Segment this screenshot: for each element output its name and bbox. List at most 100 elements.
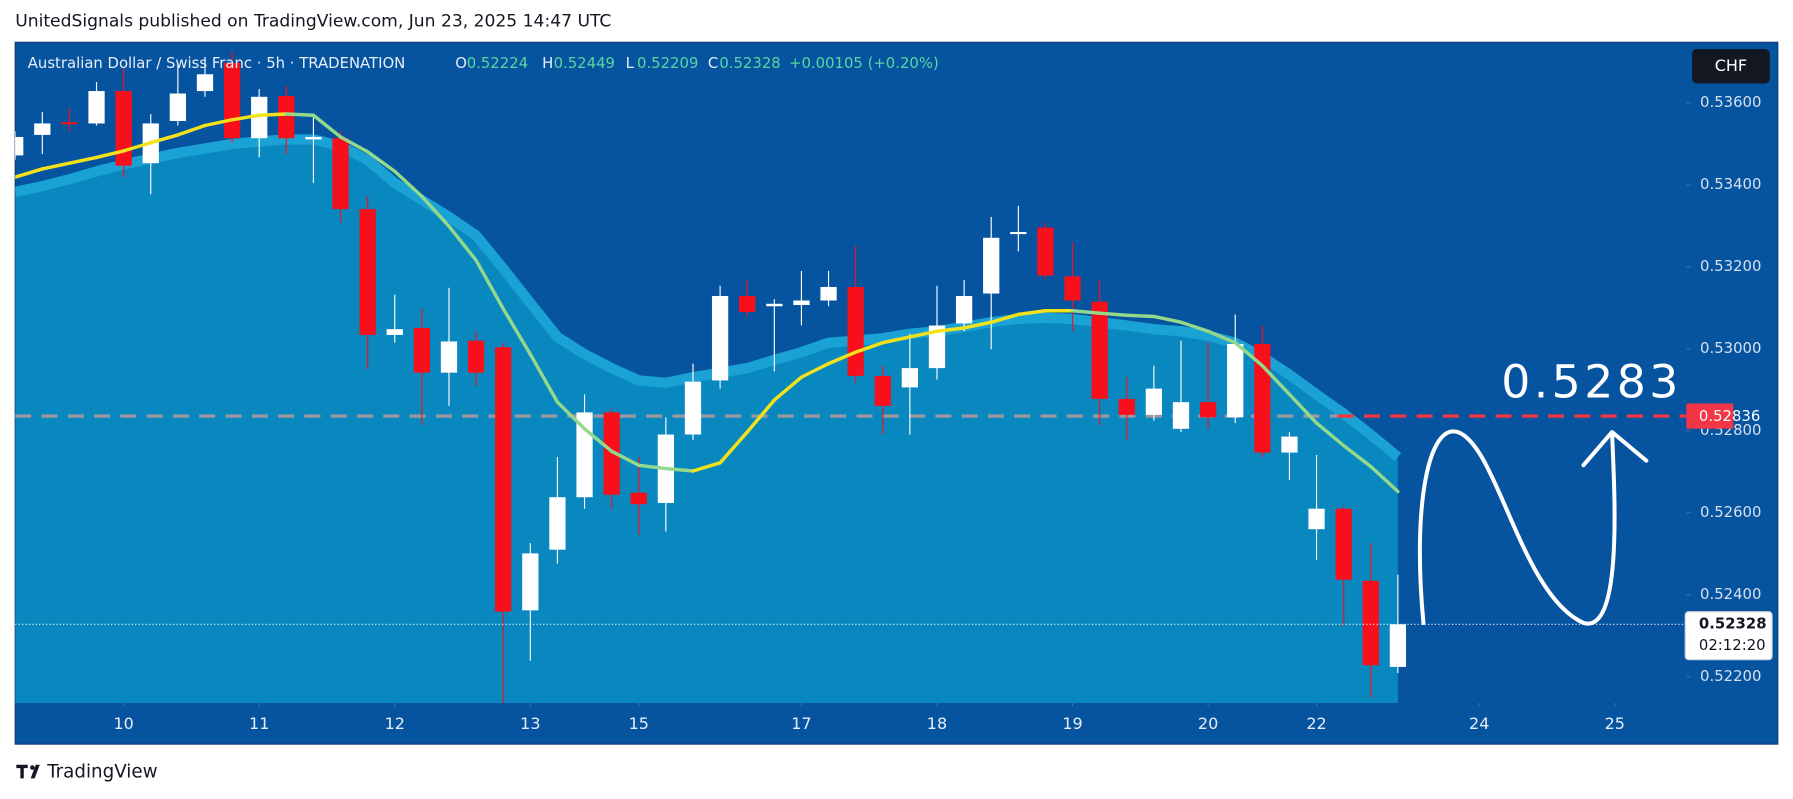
- ma-line: [826, 350, 858, 366]
- candle-body: [793, 300, 810, 306]
- x-tick-label: 11: [249, 714, 269, 733]
- candle-body: [630, 492, 647, 505]
- candle-body: [1227, 343, 1244, 418]
- candle-body: [278, 95, 295, 139]
- y-tick-label: 0.53600: [1700, 93, 1761, 111]
- last-price-tag: [1684, 611, 1773, 661]
- candle-body: [88, 91, 105, 124]
- candle-body: [332, 138, 349, 210]
- ma-line: [1314, 421, 1346, 448]
- ma-line: [1070, 309, 1102, 315]
- candle-body: [251, 96, 268, 139]
- candle-body: [711, 295, 729, 381]
- candle-body: [223, 62, 241, 139]
- ma-line: [1179, 320, 1210, 333]
- ma-line: [582, 427, 614, 454]
- x-tick-label: 25: [1605, 714, 1625, 733]
- ma-line: [338, 135, 370, 154]
- candle-body: [1064, 276, 1081, 301]
- candle-body: [1335, 508, 1352, 580]
- ma-line: [664, 466, 695, 473]
- ma-line: [420, 194, 451, 229]
- candle-body: [1010, 232, 1027, 235]
- candle-body: [955, 295, 973, 324]
- candle-body: [1362, 580, 1379, 666]
- candle-body: [1091, 301, 1108, 399]
- x-tick-label: 12: [385, 714, 405, 733]
- ma-line: [311, 113, 343, 139]
- level-tag: [1686, 403, 1734, 429]
- ma-line: [1260, 363, 1292, 397]
- level-tag-label: 0.52836: [1699, 407, 1760, 425]
- ma-line: [203, 118, 234, 128]
- candle-body: [874, 375, 891, 406]
- ma-line: [67, 155, 99, 165]
- candle-body: [413, 327, 431, 373]
- ma-line: [962, 320, 993, 330]
- candle-body: [549, 497, 566, 550]
- plot-area: [15, 51, 1687, 703]
- publish-header: UnitedSignals published on TradingView.c…: [15, 12, 611, 32]
- candle-body: [901, 368, 919, 388]
- logo-mark: [16, 764, 28, 779]
- ma-line: [1206, 329, 1237, 345]
- candle-body: [820, 286, 837, 301]
- ma-line: [121, 140, 153, 153]
- y-tick-label: 0.52400: [1700, 585, 1761, 603]
- ohlc-value: 0.52224: [467, 54, 528, 72]
- y-tick-label: 0.52200: [1700, 667, 1761, 685]
- candle-body: [15, 136, 24, 156]
- candle-body: [305, 136, 322, 140]
- x-tick-label: 17: [791, 714, 811, 733]
- ma-line: [528, 352, 560, 404]
- ma-line: [1016, 309, 1048, 317]
- ma-line: [637, 463, 668, 471]
- ma-line: [745, 398, 777, 434]
- candle-body: [359, 209, 376, 335]
- candle-body: [1118, 398, 1135, 415]
- x-tick-label: 20: [1198, 714, 1218, 733]
- drawn-arrow: [1417, 429, 1649, 626]
- y-tick-label: 0.53200: [1700, 257, 1761, 275]
- change-label: +0.00105 (+0.20%): [789, 54, 939, 72]
- ma-line: [1341, 443, 1373, 469]
- ma-line: [691, 461, 722, 473]
- x-tick-label: 24: [1469, 714, 1489, 733]
- ohlc-value: 0.52209: [637, 54, 698, 72]
- price-annotation: 0.5283: [1501, 356, 1682, 409]
- ma-line: [1152, 314, 1183, 324]
- ma-line: [555, 400, 587, 431]
- candle-body: [1281, 436, 1298, 453]
- currency-badge: [1692, 49, 1770, 84]
- ma-line: [1369, 464, 1400, 494]
- ma-line: [881, 335, 912, 345]
- currency-label: CHF: [1715, 56, 1747, 75]
- candle-body: [440, 341, 458, 373]
- candle-body: [1389, 624, 1407, 667]
- ma-line: [1125, 313, 1156, 319]
- ma-line: [94, 149, 126, 160]
- overlay: 0.522000.524000.526000.528000.530000.532…: [28, 49, 1773, 733]
- ohlc-key: O: [455, 54, 467, 72]
- candle-body: [847, 286, 864, 376]
- ma-line: [799, 361, 831, 379]
- ohlc-key: H: [542, 54, 553, 72]
- ma-line: [474, 258, 505, 311]
- candle-body: [522, 553, 539, 611]
- footer-brand: TradingView: [46, 762, 157, 783]
- x-tick-label: 19: [1062, 714, 1082, 733]
- ma-line: [501, 306, 533, 356]
- candle-body: [1308, 508, 1325, 530]
- ma-line: [149, 133, 180, 145]
- ma-line: [284, 112, 316, 117]
- candle-body: [983, 237, 1000, 294]
- tradingview-logo: TradingView: [16, 762, 158, 783]
- candle-body: [684, 381, 702, 435]
- ma-line: [609, 449, 641, 467]
- ma-line: [176, 123, 207, 137]
- x-tick-label: 15: [629, 714, 649, 733]
- candle-body: [61, 122, 78, 125]
- ma-line: [989, 312, 1021, 324]
